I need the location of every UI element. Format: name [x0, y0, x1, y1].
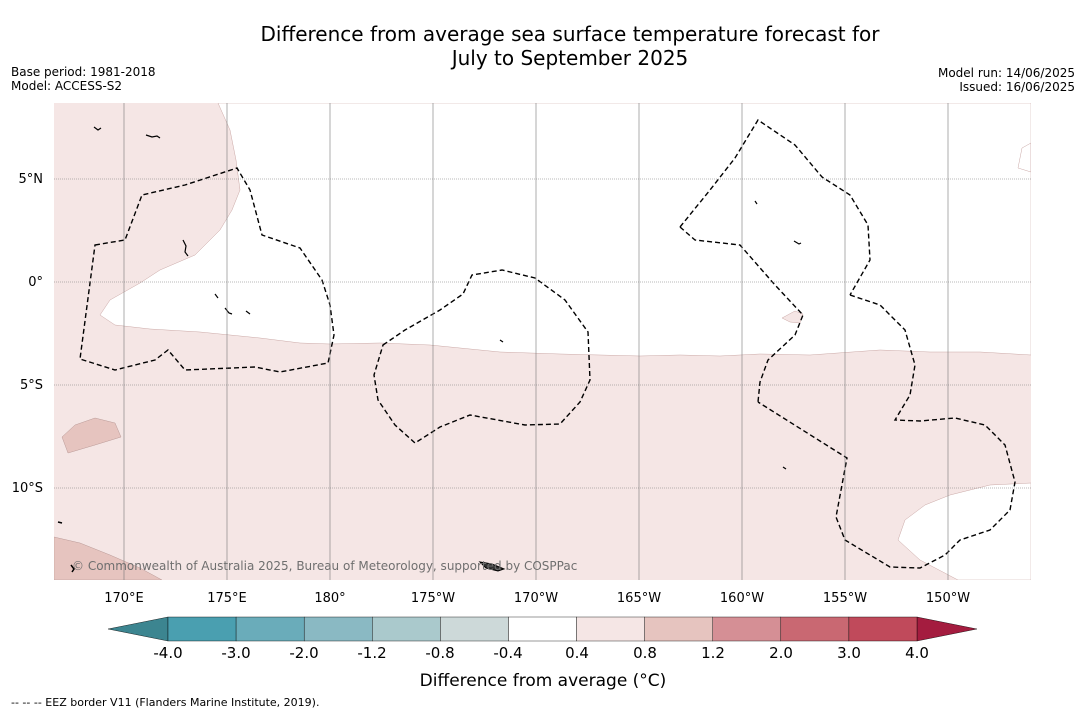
lon-label-180: 180°: [314, 591, 345, 606]
colorbar-segment: [848, 616, 918, 642]
lon-label-150w: 150°W: [926, 591, 970, 606]
lon-label-175e: 175°E: [207, 591, 247, 606]
graticule: [54, 178, 1031, 489]
colorbar-segment: [167, 616, 237, 642]
lon-label-175w: 175°W: [411, 591, 455, 606]
lon-label-165w: 165°W: [617, 591, 661, 606]
colorbar-tick: -0.8: [425, 644, 454, 662]
colorbar-tick: 1.2: [701, 644, 725, 662]
meridians: [123, 103, 949, 580]
colorbar-segment: [235, 616, 305, 642]
colorbar-title: Difference from average (°C): [420, 671, 667, 691]
meta-left: Base period: 1981-2018 Model: ACCESS-S2: [11, 65, 156, 93]
colorbar-tick: 2.0: [769, 644, 793, 662]
colorbar-tick: 0.4: [565, 644, 589, 662]
issued-date: Issued: 16/06/2025: [959, 80, 1075, 94]
island-small: [57, 521, 63, 524]
copyright-notice: © Commonwealth of Australia 2025, Bureau…: [72, 559, 577, 573]
eez-border-north-east-lower: [679, 226, 804, 403]
lat-label-5s: 5°S: [20, 378, 43, 393]
eez-border-north-east: [679, 119, 871, 296]
colorbar-segment: [576, 616, 645, 642]
map-title: Difference from average sea surface temp…: [0, 22, 1085, 70]
colorbar-over-arrow: [916, 616, 978, 642]
map-area: © Commonwealth of Australia 2025, Bureau…: [54, 103, 1031, 580]
lon-label-155w: 155°W: [823, 591, 867, 606]
eez-footnote: -- -- -- EEZ border V11 (Flanders Marine…: [11, 696, 320, 709]
colorbar-tick: -1.2: [357, 644, 386, 662]
eez-borders: [79, 119, 1016, 569]
colorbar-segment: [644, 616, 713, 642]
islands: [93, 126, 802, 470]
colorbar: [107, 616, 978, 642]
lat-label-5n: 5°N: [19, 172, 44, 187]
colorbar-tick: 3.0: [837, 644, 861, 662]
colorbar-tick: -3.0: [221, 644, 250, 662]
colorbar-tick: 4.0: [905, 644, 929, 662]
colorbar-segment: [440, 616, 509, 642]
model-run: Model run: 14/06/2025: [937, 66, 1075, 80]
colorbar-segment: [303, 616, 373, 642]
colorbar-segment: [712, 616, 782, 642]
model-name: Model: ACCESS-S2: [11, 79, 123, 93]
colorbar-tick: -0.4: [493, 644, 522, 662]
neutral-region-southeast: [897, 482, 1031, 580]
eez-border-west: [79, 167, 335, 373]
neutral-region-west: [99, 103, 1031, 357]
colorbar-segment: [508, 616, 577, 642]
colorbar-tick: -4.0: [153, 644, 182, 662]
lon-label-170w: 170°W: [514, 591, 558, 606]
meta-right: Model run: 14/06/2025 Issued: 16/06/2025: [938, 66, 1075, 94]
colorbar-segment: [780, 616, 850, 642]
colorbar-tick: 0.8: [633, 644, 657, 662]
eez-border-east: [757, 294, 1016, 569]
island-small-2: [70, 564, 75, 573]
lat-label-10s: 10°S: [12, 481, 43, 496]
lat-label-0: 0°: [28, 275, 43, 290]
island-large: [478, 561, 506, 572]
warm-patch-west: [61, 417, 122, 454]
eez-border-central: [373, 269, 591, 444]
colorbar-segment: [372, 616, 441, 642]
colorbar-under-arrow: [107, 616, 169, 642]
lon-label-160w: 160°W: [720, 591, 764, 606]
colorbar-tick: -2.0: [289, 644, 318, 662]
colorbar-ticks: -4.0 -3.0 -2.0 -1.2 -0.8 -0.4 0.4 0.8 1.…: [153, 644, 929, 662]
base-period: Base period: 1981-2018: [11, 65, 156, 79]
title-line-2: July to September 2025: [451, 46, 689, 70]
title-line-1: Difference from average sea surface temp…: [260, 22, 880, 46]
lon-label-170e: 170°E: [104, 591, 144, 606]
warm-patch-southwest: [54, 536, 163, 580]
